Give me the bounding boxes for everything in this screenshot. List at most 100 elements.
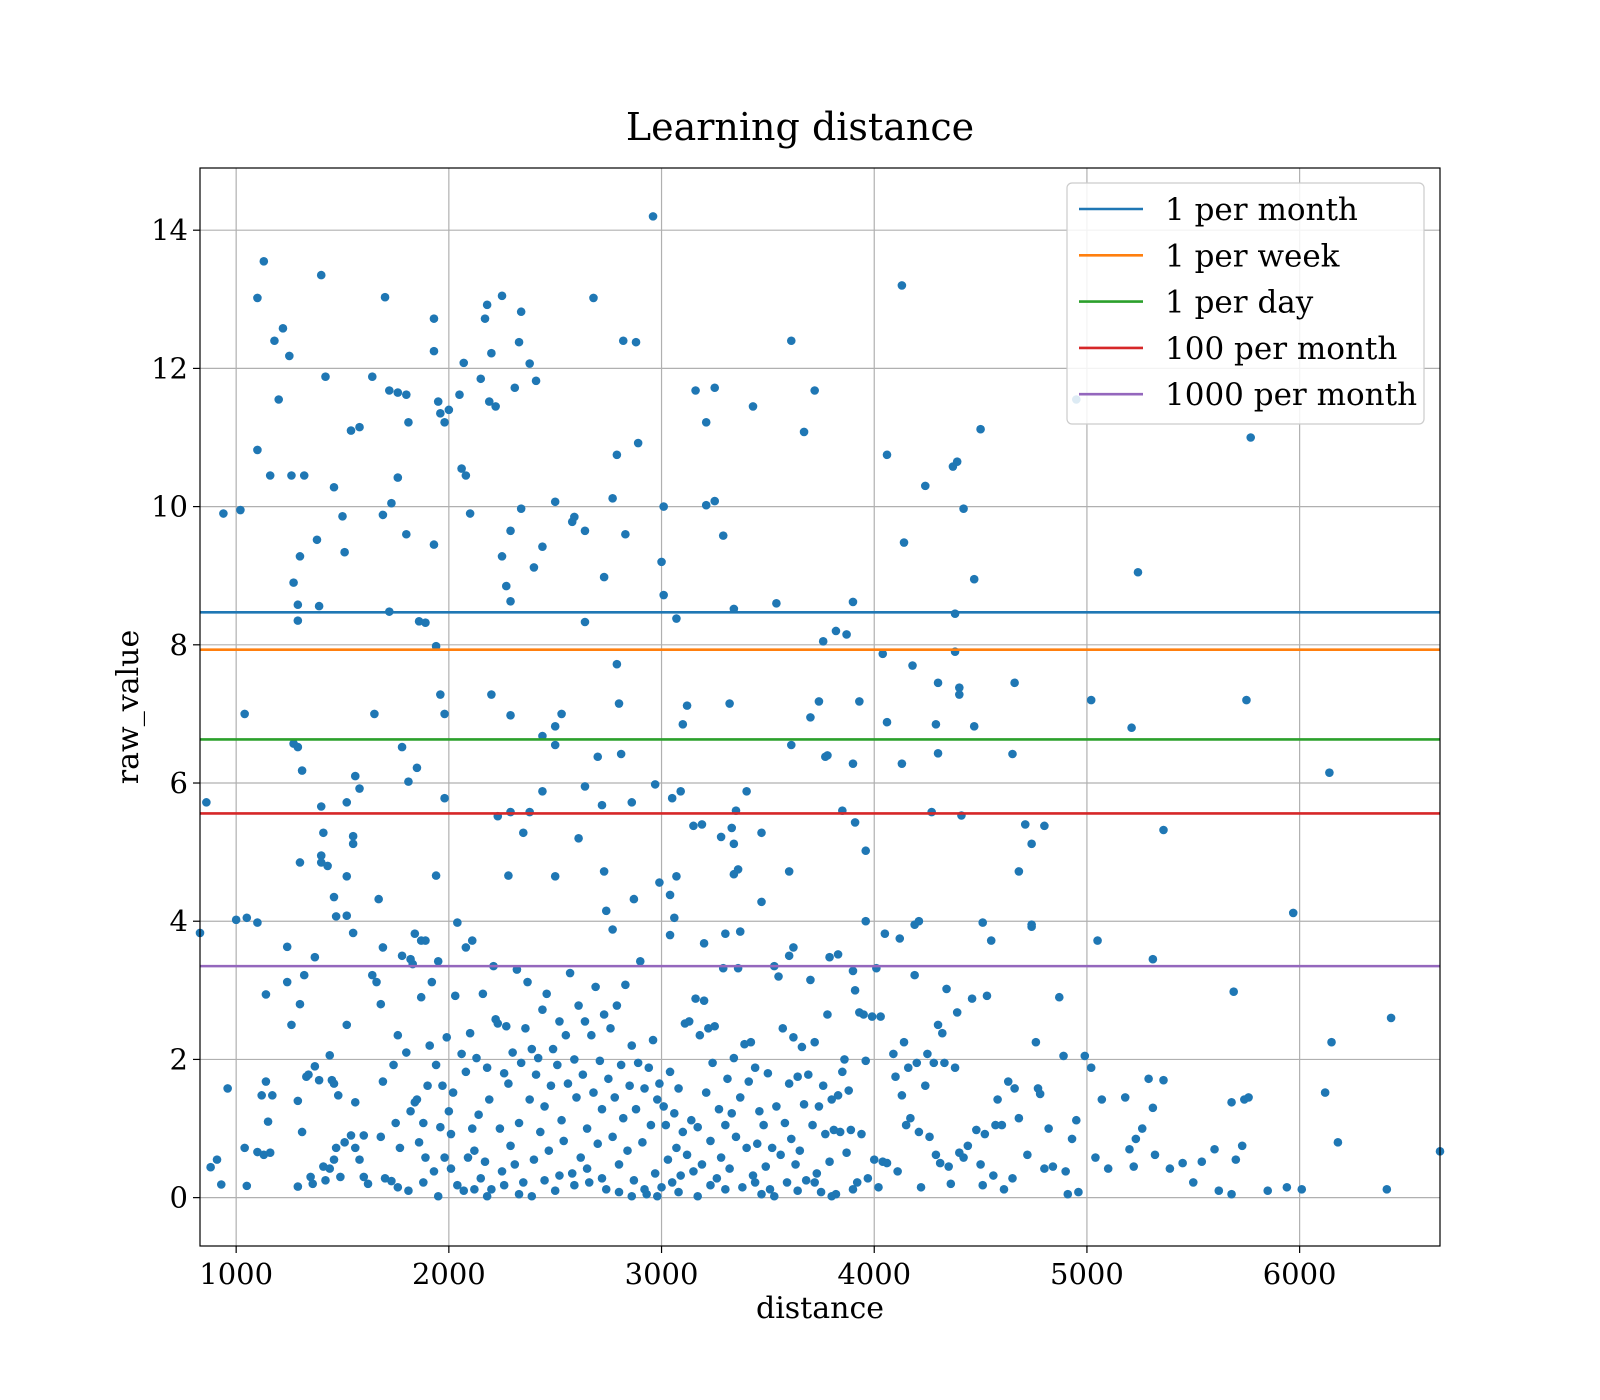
data-point — [814, 697, 824, 706]
data-point — [1159, 1075, 1168, 1085]
data-point — [1040, 1164, 1049, 1173]
data-point — [937, 1028, 947, 1038]
data-point — [716, 832, 726, 842]
data-point — [544, 1146, 554, 1155]
chart-title: Learning distance — [626, 105, 974, 149]
data-point — [942, 984, 951, 994]
data-point — [776, 1150, 785, 1160]
data-point — [893, 1167, 902, 1176]
data-point — [693, 1122, 703, 1132]
data-point — [876, 1012, 885, 1021]
data-point — [897, 281, 907, 290]
data-point — [1093, 936, 1102, 945]
data-point — [1048, 1162, 1058, 1171]
data-point — [350, 771, 360, 781]
data-point — [240, 709, 249, 719]
data-point — [316, 858, 326, 867]
data-point — [710, 496, 720, 506]
y-tick-label: 4 — [170, 904, 188, 938]
data-point — [676, 787, 685, 796]
data-point — [599, 867, 609, 876]
data-point — [263, 1117, 273, 1126]
data-point — [903, 1063, 913, 1073]
data-point — [236, 505, 245, 515]
data-point — [533, 1053, 543, 1063]
data-point — [540, 1176, 549, 1185]
data-point — [1008, 1173, 1017, 1183]
data-point — [859, 1010, 868, 1019]
data-point — [293, 616, 303, 625]
data-point — [727, 823, 737, 833]
data-point — [906, 1113, 915, 1123]
plot-frame — [199, 167, 1441, 1247]
data-point — [359, 1172, 369, 1182]
data-point — [1120, 1093, 1130, 1102]
data-point — [421, 618, 430, 627]
data-point — [574, 833, 583, 843]
data-point — [833, 1091, 843, 1100]
data-point — [629, 1176, 639, 1185]
data-point — [453, 1180, 462, 1190]
data-point — [614, 1187, 624, 1197]
data-point — [470, 1146, 479, 1155]
data-point — [440, 417, 449, 427]
data-point — [1333, 1138, 1343, 1147]
data-point — [261, 990, 271, 999]
data-point — [608, 494, 617, 503]
data-point — [689, 1167, 698, 1176]
data-point — [1133, 567, 1143, 577]
data-point — [793, 1186, 802, 1196]
data-point — [869, 1155, 879, 1164]
data-point — [384, 386, 394, 395]
data-point — [342, 872, 352, 881]
data-point — [308, 1179, 318, 1189]
data-point — [684, 1017, 694, 1026]
data-point — [735, 927, 745, 936]
data-point — [1148, 1103, 1158, 1113]
data-point — [976, 424, 985, 434]
data-point — [804, 1070, 813, 1079]
data-point — [701, 417, 711, 427]
data-point — [397, 742, 407, 752]
data-point — [278, 324, 288, 333]
data-point — [493, 1019, 503, 1028]
data-point — [899, 538, 909, 547]
data-point — [416, 992, 426, 1002]
data-point — [616, 1060, 626, 1070]
data-point — [601, 1185, 611, 1194]
data-point — [672, 1143, 681, 1153]
data-point — [604, 1074, 613, 1084]
legend-box — [1066, 182, 1425, 425]
data-point — [959, 504, 968, 513]
data-point — [350, 1097, 360, 1107]
data-point — [927, 807, 936, 817]
data-point — [331, 1143, 341, 1153]
data-point — [297, 1127, 307, 1137]
data-point — [1063, 1189, 1073, 1199]
data-point — [914, 1127, 924, 1137]
data-point — [497, 552, 507, 561]
y-tick-label: 6 — [170, 766, 188, 800]
data-point — [697, 820, 707, 829]
data-point — [202, 798, 211, 807]
data-point — [595, 1056, 605, 1066]
data-point — [329, 1155, 339, 1164]
data-point — [310, 952, 320, 962]
data-point — [757, 828, 766, 838]
data-point — [663, 1155, 673, 1164]
data-point — [501, 1021, 511, 1031]
data-point — [914, 916, 924, 926]
data-point — [672, 872, 681, 881]
data-point — [1071, 1115, 1081, 1125]
data-point — [1091, 1153, 1100, 1162]
data-point — [506, 1141, 515, 1151]
data-point — [1263, 1186, 1273, 1196]
data-point — [206, 1162, 215, 1172]
data-point — [497, 1167, 507, 1176]
data-point — [814, 1102, 824, 1111]
data-point — [518, 1178, 528, 1187]
data-point — [789, 943, 798, 952]
data-point — [506, 526, 515, 536]
data-point — [812, 1169, 822, 1178]
data-point — [525, 1095, 534, 1104]
